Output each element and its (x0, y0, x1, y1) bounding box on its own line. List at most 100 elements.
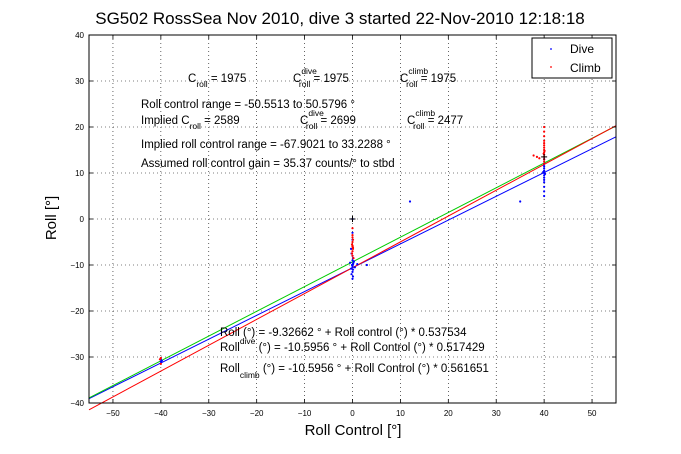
data-point (543, 185, 546, 188)
legend-climb-marker (550, 66, 552, 68)
data-point (538, 157, 541, 160)
annotation-c-roll-climb: Cclimb roll = 1975 (400, 66, 456, 89)
data-point (351, 268, 355, 271)
data-point (351, 262, 355, 266)
y-axis-label: Roll [°] (43, 196, 60, 240)
data-point (350, 273, 353, 276)
x-tick-label: 20 (444, 409, 453, 418)
data-point (543, 181, 546, 184)
x-tick-label: 30 (492, 409, 501, 418)
x-tick-label: −50 (106, 409, 120, 418)
data-point (352, 260, 356, 263)
annotation-fit-equation: Roll (°) = -9.32662 ° + Roll control (°)… (220, 327, 467, 339)
data-point (543, 176, 546, 179)
data-point (351, 254, 354, 257)
data-point (351, 264, 354, 268)
x-tick-label: 0 (350, 409, 355, 418)
annotation-fit-equation-climb: Rollclimb (°) = -10.5956 ° + Roll Contro… (220, 363, 489, 380)
data-point (542, 170, 545, 174)
y-tick-label: −40 (70, 399, 84, 408)
x-tick-label: −20 (250, 409, 264, 418)
annotation-implied-range: Implied roll control range = -67.9021 to… (141, 139, 391, 151)
legend: Dive Climb (531, 37, 613, 79)
data-points (158, 125, 548, 365)
data-point (408, 200, 412, 203)
data-point (543, 149, 546, 153)
data-point (543, 165, 546, 168)
x-tick-label: 40 (540, 409, 549, 418)
legend-dive-marker (550, 48, 552, 50)
data-point (543, 142, 546, 145)
y-tick-label: 10 (75, 169, 84, 178)
annotation-implied-c-roll-climb: Cclimb roll = 2477 (407, 108, 463, 131)
data-point (351, 234, 354, 237)
data-point (519, 200, 522, 203)
x-tick-label: −10 (298, 409, 312, 418)
annotation-c-roll: Croll = 1975 (188, 73, 246, 89)
data-point (351, 240, 354, 244)
chart-title: SG502 RossSea Nov 2010, dive 3 started 2… (95, 9, 585, 28)
data-point (159, 362, 162, 365)
data-point (543, 190, 546, 193)
data-point (351, 236, 354, 239)
annotation-fit-equation-dive: Rolldive (°) = -10.5956 ° + Roll Control… (220, 336, 485, 354)
data-point (365, 263, 368, 267)
legend-box (531, 37, 613, 79)
data-point (351, 270, 354, 273)
x-tick-label: 10 (396, 409, 405, 418)
legend-dive-label: Dive (570, 42, 594, 56)
annotation-implied-c-roll-dive: Cdive roll = 2699 (300, 108, 356, 131)
y-tick-label: −10 (70, 261, 84, 270)
data-point (351, 250, 354, 253)
x-axis-label: Roll Control [°] (305, 422, 402, 439)
fit-line (88, 125, 617, 399)
data-point (356, 262, 359, 266)
data-point (351, 275, 355, 278)
data-point (352, 257, 355, 260)
y-tick-label: 30 (75, 77, 84, 86)
data-point (350, 252, 354, 255)
x-tick-label: 50 (588, 409, 597, 418)
data-point (351, 231, 354, 234)
data-point (543, 178, 546, 181)
data-point (543, 172, 547, 176)
data-point (543, 167, 546, 170)
annotation-c-roll-dive: Cdive roll = 1975 (293, 66, 349, 89)
y-tick-label: −30 (70, 353, 84, 362)
y-tick-label: 20 (75, 123, 84, 132)
data-point (351, 277, 354, 280)
data-point (543, 144, 546, 147)
annotation-gain: Assumed roll control gain = 35.37 counts… (141, 158, 395, 170)
tick-labels: −50 −40 −30 −20 −10 0 10 20 30 40 50 −40 −30 −20 −10 0 1… (70, 31, 616, 418)
y-tick-label: 0 (80, 215, 85, 224)
data-point (160, 359, 163, 362)
data-point (349, 261, 352, 264)
data-point (535, 155, 539, 158)
legend-climb-label: Climb (570, 61, 601, 75)
data-point (543, 139, 546, 142)
data-point (351, 238, 355, 241)
x-tick-label: −40 (154, 409, 168, 418)
data-point (349, 247, 353, 250)
y-tick-label: 40 (75, 31, 84, 40)
y-tick-label: −20 (70, 307, 84, 316)
data-point (351, 244, 354, 247)
data-point (353, 266, 356, 269)
data-point (351, 227, 354, 230)
x-tick-label: −30 (202, 409, 216, 418)
data-point (543, 160, 546, 163)
data-point (351, 246, 355, 249)
annotation-implied-c-roll: Implied Croll = 2589 (141, 115, 240, 131)
data-point (543, 125, 546, 129)
data-point (543, 135, 546, 138)
data-point (532, 154, 535, 157)
data-point (349, 267, 353, 270)
data-point (543, 130, 546, 133)
data-point (158, 358, 162, 361)
data-point (543, 146, 546, 149)
annotation-range: Roll control range = -50.5513 to 50.5796… (141, 99, 355, 111)
data-point (543, 162, 546, 165)
annotations: Croll = 1975 Cdive roll = 1975 Cclimb roll… (141, 66, 489, 380)
data-point (543, 194, 546, 198)
